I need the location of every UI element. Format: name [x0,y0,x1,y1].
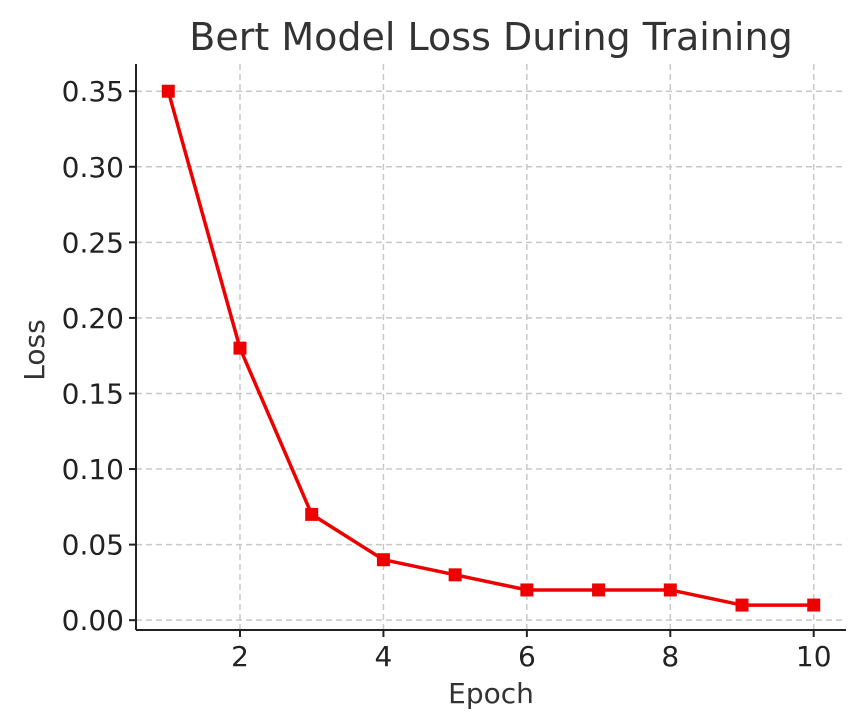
data-point-marker [305,507,319,521]
y-tick-label: 0.35 [62,75,124,108]
y-tick-label: 0.10 [62,453,124,486]
data-point-marker [233,341,247,355]
y-axis-label: Loss [18,319,51,380]
axes [129,64,846,637]
data-point-marker [520,583,534,597]
y-tick-label: 0.00 [62,604,124,637]
data-point-marker [807,598,821,612]
data-point-marker [161,84,175,98]
y-tick-label: 0.25 [62,226,124,259]
x-tick-label: 10 [796,640,832,673]
loss-series-line [166,90,814,607]
y-tick-label: 0.05 [62,529,124,562]
data-point-marker [663,583,677,597]
data-point-marker [448,568,462,582]
chart-title: Bert Model Loss During Training [189,15,792,59]
x-tick-label: 4 [375,640,393,673]
y-tick-label: 0.15 [62,377,124,410]
series-layer [161,84,821,612]
x-axis-label: Epoch [448,677,534,710]
x-tick-label: 2 [231,640,249,673]
data-point-marker [376,553,390,567]
x-tick-label: 8 [661,640,679,673]
y-tick-label: 0.30 [62,151,124,184]
tick-labels: 2 4 6 8 10 0.00 0.05 0.10 0.15 0.20 0.25 0.30 0.35 [62,75,832,673]
grid [136,64,846,630]
data-point-marker [592,583,606,597]
data-point-marker [735,598,749,612]
x-tick-label: 6 [518,640,536,673]
y-tick-label: 0.20 [62,302,124,335]
